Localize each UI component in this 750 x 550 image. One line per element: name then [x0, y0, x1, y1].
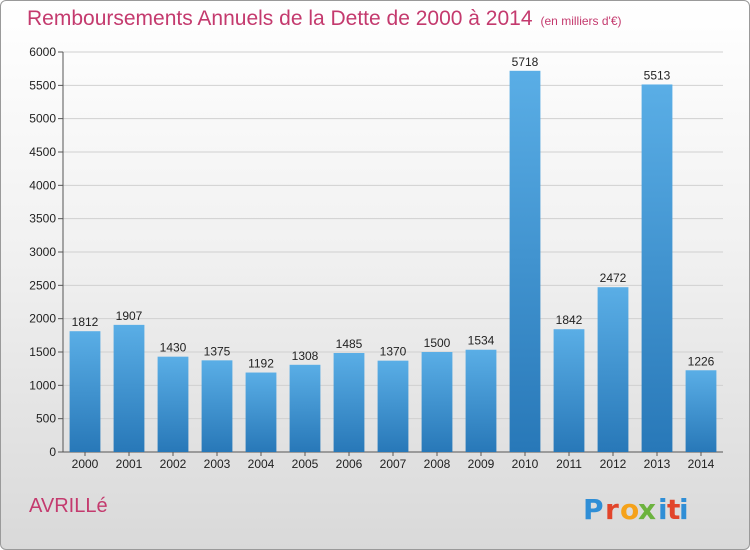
data-label: 1500 — [424, 336, 451, 350]
logo-letter: o — [620, 493, 639, 526]
bar-2005[interactable] — [289, 364, 321, 452]
x-tick-label: 2012 — [600, 457, 627, 471]
x-tick-label: 2008 — [424, 457, 451, 471]
bar-2004[interactable] — [245, 372, 277, 452]
bar-2000[interactable] — [69, 331, 101, 452]
x-tick-label: 2005 — [292, 457, 319, 471]
x-tick-label: 2013 — [644, 457, 671, 471]
data-label: 1370 — [380, 345, 407, 359]
bar-2010[interactable] — [509, 70, 541, 453]
logo-letter: t — [667, 493, 680, 526]
chart-unit: (en milliers d'€) — [540, 14, 622, 28]
labels: 1812 2000 1907 2001 1430 2002 1375 2003 1192 2004… — [72, 55, 715, 471]
logo-letter: i — [658, 493, 668, 526]
bar-2002[interactable] — [157, 356, 189, 452]
logo-letter: P — [583, 493, 604, 526]
x-tick-label: 2014 — [688, 457, 715, 471]
data-label: 5718 — [512, 55, 539, 69]
x-tick-label: 2006 — [336, 457, 363, 471]
x-tick-label: 2009 — [468, 457, 495, 471]
y-tick-label: 0 — [49, 445, 56, 459]
data-label: 1907 — [116, 309, 143, 323]
data-label: 1842 — [556, 313, 583, 327]
x-tick-label: 2011 — [556, 457, 582, 471]
bar-2006[interactable] — [333, 353, 365, 452]
data-label: 2472 — [600, 271, 627, 285]
bar-2014[interactable] — [685, 370, 717, 452]
chart-title: Remboursements Annuels de la Dette de 20… — [27, 7, 622, 31]
bar-2011[interactable] — [553, 329, 585, 452]
axes: 0 500 1000 1500 2000 2500 3000 3500 4000 4500 5000… — [29, 45, 723, 459]
x-tick-label: 2010 — [512, 457, 539, 471]
data-label: 5513 — [644, 68, 671, 82]
y-tick-label: 4000 — [29, 178, 56, 192]
x-tick-label: 2004 — [248, 457, 275, 471]
data-label: 1812 — [72, 315, 99, 329]
x-tick-label: 2007 — [380, 457, 407, 471]
x-tick-label: 2003 — [204, 457, 231, 471]
y-tick-label: 500 — [36, 412, 56, 426]
bars — [69, 70, 717, 453]
bar-2012[interactable] — [597, 287, 629, 452]
x-tick-label: 2000 — [72, 457, 99, 471]
data-label: 1430 — [160, 341, 187, 355]
y-tick-label: 6000 — [29, 45, 56, 59]
y-tick-label: 3000 — [29, 245, 56, 259]
bar-2007[interactable] — [377, 360, 409, 452]
data-label: 1192 — [248, 357, 274, 371]
y-tick-label: 2000 — [29, 312, 56, 326]
bar-2003[interactable] — [201, 360, 233, 452]
y-tick-label: 5500 — [29, 78, 56, 92]
bar-2013[interactable] — [641, 84, 673, 452]
logo-letter: r — [605, 493, 619, 526]
y-tick-label: 1500 — [29, 345, 56, 359]
y-tick-label: 2500 — [29, 278, 56, 292]
x-tick-label: 2002 — [160, 457, 187, 471]
data-label: 1226 — [688, 354, 715, 368]
logo-letter: x — [638, 493, 656, 526]
data-label: 1485 — [336, 337, 363, 351]
chart-title-text: Remboursements Annuels de la Dette de 20… — [27, 7, 533, 30]
y-tick-label: 5000 — [29, 112, 56, 126]
bar-2009[interactable] — [465, 349, 497, 452]
logo-letter: i — [679, 493, 689, 526]
bar-2001[interactable] — [113, 324, 145, 452]
y-tick-label: 3500 — [29, 212, 56, 226]
y-tick-label: 4500 — [29, 145, 56, 159]
y-tick-label: 1000 — [29, 378, 56, 392]
bar-2008[interactable] — [421, 352, 453, 452]
data-label: 1308 — [292, 349, 319, 363]
x-tick-label: 2001 — [116, 457, 143, 471]
data-label: 1375 — [204, 344, 231, 358]
data-label: 1534 — [468, 334, 495, 348]
city-name: AVRILLé — [29, 495, 108, 517]
